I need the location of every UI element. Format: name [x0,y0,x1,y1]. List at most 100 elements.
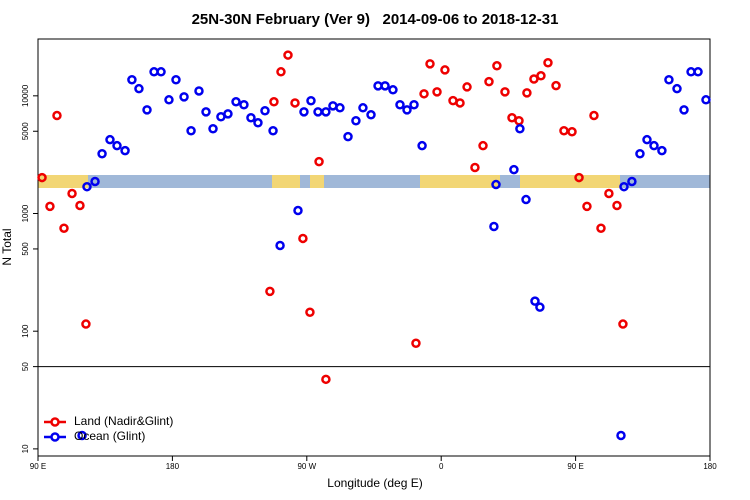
point [306,96,316,106]
point [543,58,553,68]
point [509,164,519,175]
point [649,140,659,151]
x-tick-label: 180 [703,462,717,471]
point [171,74,181,85]
x-tick-label: 90 W [297,462,316,471]
point [455,98,465,108]
point [419,89,429,99]
point [290,98,300,108]
point [440,65,450,75]
y-tick-label: 100 [21,324,30,338]
point [489,221,499,232]
point [343,131,353,142]
point [417,140,427,151]
point [358,103,368,113]
point [612,200,622,211]
y-tick-label: 500 [21,242,30,256]
point [208,124,218,134]
point [37,172,47,183]
point [314,156,324,167]
land-strip [38,175,88,188]
y-tick-label: 10000 [21,84,30,107]
point [596,223,606,233]
point [484,76,494,87]
point [186,125,196,136]
point [246,113,256,123]
point [551,80,561,91]
point [112,140,122,151]
point [269,97,279,107]
point [293,205,303,216]
point [275,240,285,251]
legend-marker [50,417,60,427]
point [201,107,211,117]
point [82,181,92,192]
point [402,105,412,115]
point [77,430,87,441]
point [618,319,628,329]
legend-label: Ocean (Glint) [74,429,145,443]
point [299,107,309,117]
point [491,179,501,190]
point [411,338,421,348]
point [105,134,115,145]
point [582,201,592,212]
point [462,82,472,92]
point [142,105,152,115]
point [366,110,376,120]
point [619,181,629,192]
point [657,145,667,156]
y-tick-label: 5000 [21,122,30,140]
x-tick-label: 0 [439,462,444,471]
x-tick-label: 180 [166,462,180,471]
point [179,92,189,102]
point [351,116,361,126]
point [283,50,293,60]
point [97,148,107,159]
point [693,67,703,77]
point [134,83,144,94]
y-tick-label: 10 [21,444,30,453]
land-strip [520,175,620,188]
point [664,74,674,85]
point [522,88,532,98]
point [164,95,174,105]
plot-frame [37,38,711,457]
point [45,201,55,212]
point [604,188,614,199]
point [478,140,488,151]
point [574,172,584,183]
point [321,107,331,117]
point [500,87,510,97]
point [276,67,286,77]
point [589,110,599,121]
point [81,319,91,329]
point [265,286,275,297]
chart-title: 25N-30N February (Ver 9) 2014-09-06 to 2… [192,11,559,28]
point [388,85,398,95]
point [305,307,315,317]
point [635,148,645,159]
point [260,105,270,116]
point [335,103,345,113]
point [530,296,540,306]
point [268,125,278,136]
y-tick-label: 1000 [21,204,30,222]
point [492,61,502,71]
point [679,105,689,115]
point [616,430,626,441]
land-strip [310,175,324,188]
point [672,83,682,94]
point [67,188,77,199]
point [642,134,652,145]
point [52,110,62,121]
land-strip [420,175,500,188]
point [627,176,637,187]
point [529,74,539,84]
land-ocean-strip [38,175,710,188]
point [127,74,137,85]
y-axis-label: N Total [0,228,14,265]
point [701,95,711,105]
point [470,162,480,173]
